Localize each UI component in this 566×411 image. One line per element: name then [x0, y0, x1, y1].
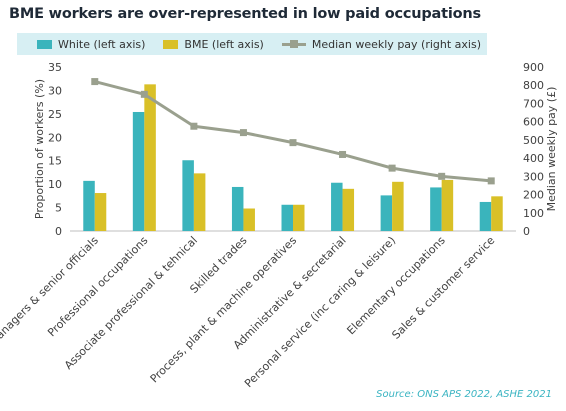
bar-white — [331, 182, 343, 231]
y-tick-label-right: 500 — [523, 134, 544, 147]
legend-swatch-median-pay — [281, 39, 306, 49]
y-tick-label-left: 15 — [48, 155, 62, 168]
y-tick-label-right: 700 — [523, 97, 544, 110]
marker-median-pay — [388, 164, 396, 172]
bar-white — [430, 187, 442, 231]
legend-item-white: White (left axis) — [37, 38, 145, 51]
marker-median-pay — [239, 129, 247, 137]
y-tick-label-right: 600 — [523, 116, 544, 129]
marker-median-pay — [190, 122, 198, 130]
y-tick-label-left: 0 — [55, 225, 62, 238]
y-axis-label-right: Median weekly pay (£) — [545, 87, 558, 212]
x-tick-label: Professional occupations — [45, 234, 150, 339]
y-tick-label-left: 10 — [48, 178, 62, 191]
bar-bme — [441, 179, 454, 231]
y-tick-label-right: 900 — [523, 61, 544, 74]
x-tick-label: Elementary occupations — [344, 234, 448, 338]
y-tick-label-left: 25 — [48, 108, 62, 121]
bar-bme — [392, 181, 404, 231]
legend-label-median-pay: Median weekly pay (right axis) — [311, 37, 482, 51]
marker-median-pay — [140, 90, 148, 98]
y-tick-label-left: 30 — [48, 84, 62, 97]
bar-white — [182, 160, 194, 231]
y-tick-label-left: 20 — [48, 131, 62, 144]
bar-bme — [193, 173, 206, 231]
y-tick-label-right: 100 — [523, 207, 544, 220]
legend-item-median-pay: Median weekly pay (right axis) — [281, 37, 482, 51]
marker-median-pay — [487, 177, 495, 185]
legend-swatch-bme — [163, 39, 179, 49]
legend-swatch-white — [37, 39, 52, 49]
bar-bme — [94, 193, 107, 231]
source-note: Source: ONS APS 2022, ASHE 2021 — [376, 389, 552, 400]
marker-median-pay — [289, 139, 297, 147]
x-tick-label: Sales & customer service — [389, 234, 497, 342]
y-tick-label-left: 35 — [48, 61, 62, 74]
bar-white — [281, 204, 293, 231]
bar-white — [380, 195, 393, 231]
y-tick-label-right: 200 — [523, 189, 544, 202]
y-tick-label-left: 5 — [55, 202, 62, 215]
bar-bme — [293, 204, 305, 231]
legend-label-bme: BME (left axis) — [184, 37, 264, 51]
y-axis-label-left: Proportion of workers (%) — [33, 79, 46, 219]
marker-median-pay — [339, 150, 347, 158]
bar-bme — [243, 208, 255, 231]
bar-white — [132, 111, 145, 231]
bar-white — [479, 201, 492, 231]
bar-white — [231, 186, 244, 231]
bar-bme — [491, 196, 503, 231]
y-tick-label-right: 0 — [523, 225, 530, 238]
bar-bme — [144, 84, 156, 231]
y-tick-label-right: 800 — [523, 79, 544, 92]
bar-bme — [342, 188, 355, 231]
marker-median-pay — [438, 172, 446, 180]
bar-white — [83, 180, 95, 231]
marker-median-pay — [91, 78, 99, 86]
chart-legend: White (left axis) BME (left axis) Median… — [17, 33, 487, 55]
y-tick-label-right: 300 — [523, 170, 544, 183]
legend-item-bme: BME (left axis) — [163, 37, 264, 51]
y-tick-label-right: 400 — [523, 152, 544, 165]
legend-label-white: White (left axis) — [58, 37, 146, 51]
chart-title: BME workers are over-represented in low … — [9, 6, 481, 22]
